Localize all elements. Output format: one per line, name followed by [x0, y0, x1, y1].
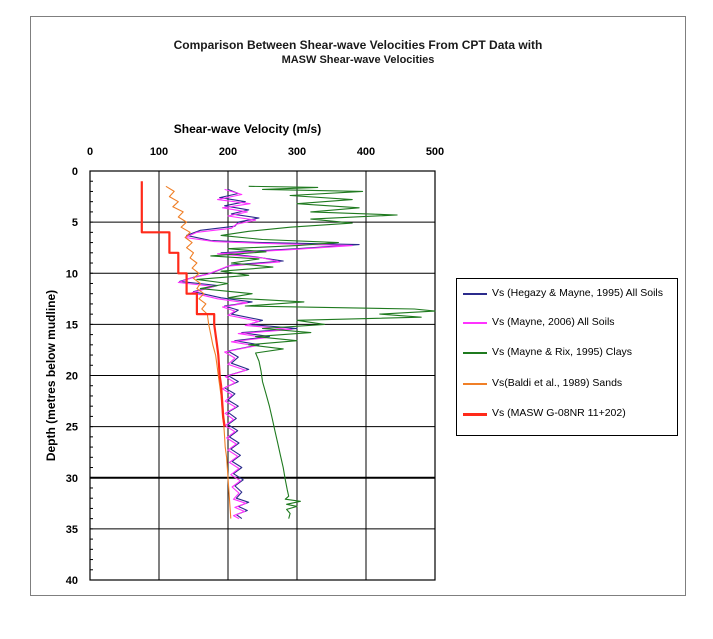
legend: Vs (Hegazy & Mayne, 1995) All Soils Vs (M… [456, 278, 678, 436]
y-tick-label: 15 [66, 319, 78, 331]
chart-title-line-1: Comparison Between Shear-wave Velocities… [173, 38, 543, 52]
legend-swatch [463, 322, 487, 324]
legend-swatch [463, 383, 487, 385]
series-line-5 [140, 181, 226, 427]
chart-frame [30, 16, 686, 596]
y-tick-label: 5 [72, 217, 78, 229]
y-tick-label: 20 [66, 371, 78, 383]
chart-title-line-2: MASW Shear-wave Velocities [281, 54, 435, 66]
legend-label: Vs (Mayne & Rix, 1995) Clays [492, 346, 633, 358]
legend-label: Vs (Hegazy & Mayne, 1995) All Soils [492, 287, 663, 299]
y-tick-label: 0 [72, 166, 78, 178]
y-tick-label: 25 [66, 422, 78, 434]
x-tick-label: 300 [288, 146, 306, 158]
series-line-3 [196, 185, 436, 519]
legend-label: Vs (MASW G-08NR 11+202) [492, 407, 626, 419]
y-axis-title: Depth (metres below mudline) [44, 290, 58, 461]
y-tick-label: 35 [66, 524, 78, 536]
x-axis-title: Shear-wave Velocity (m/s) [174, 122, 321, 136]
x-tick-label: 100 [150, 146, 168, 158]
legend-label: Vs (Mayne, 2006) All Soils [492, 316, 615, 328]
y-tick-label: 40 [66, 575, 78, 587]
legend-label: Vs(Baldi et al., 1989) Sands [492, 377, 623, 389]
x-tick-label: 200 [219, 146, 237, 158]
y-tick-label: 30 [66, 473, 78, 485]
legend-swatch [463, 352, 487, 354]
plot-area-border [89, 170, 436, 581]
x-tick-label: 0 [87, 146, 93, 158]
series-line-1 [179, 188, 360, 520]
legend-swatch [463, 413, 487, 416]
legend-swatch [463, 293, 487, 295]
y-tick-label: 10 [66, 268, 78, 280]
series-line-2 [177, 188, 353, 520]
series-line-4 [165, 185, 232, 519]
x-tick-label: 500 [426, 146, 444, 158]
x-tick-label: 400 [357, 146, 375, 158]
